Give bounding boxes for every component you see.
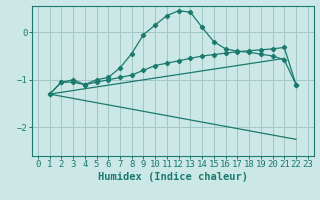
X-axis label: Humidex (Indice chaleur): Humidex (Indice chaleur) xyxy=(98,172,248,182)
